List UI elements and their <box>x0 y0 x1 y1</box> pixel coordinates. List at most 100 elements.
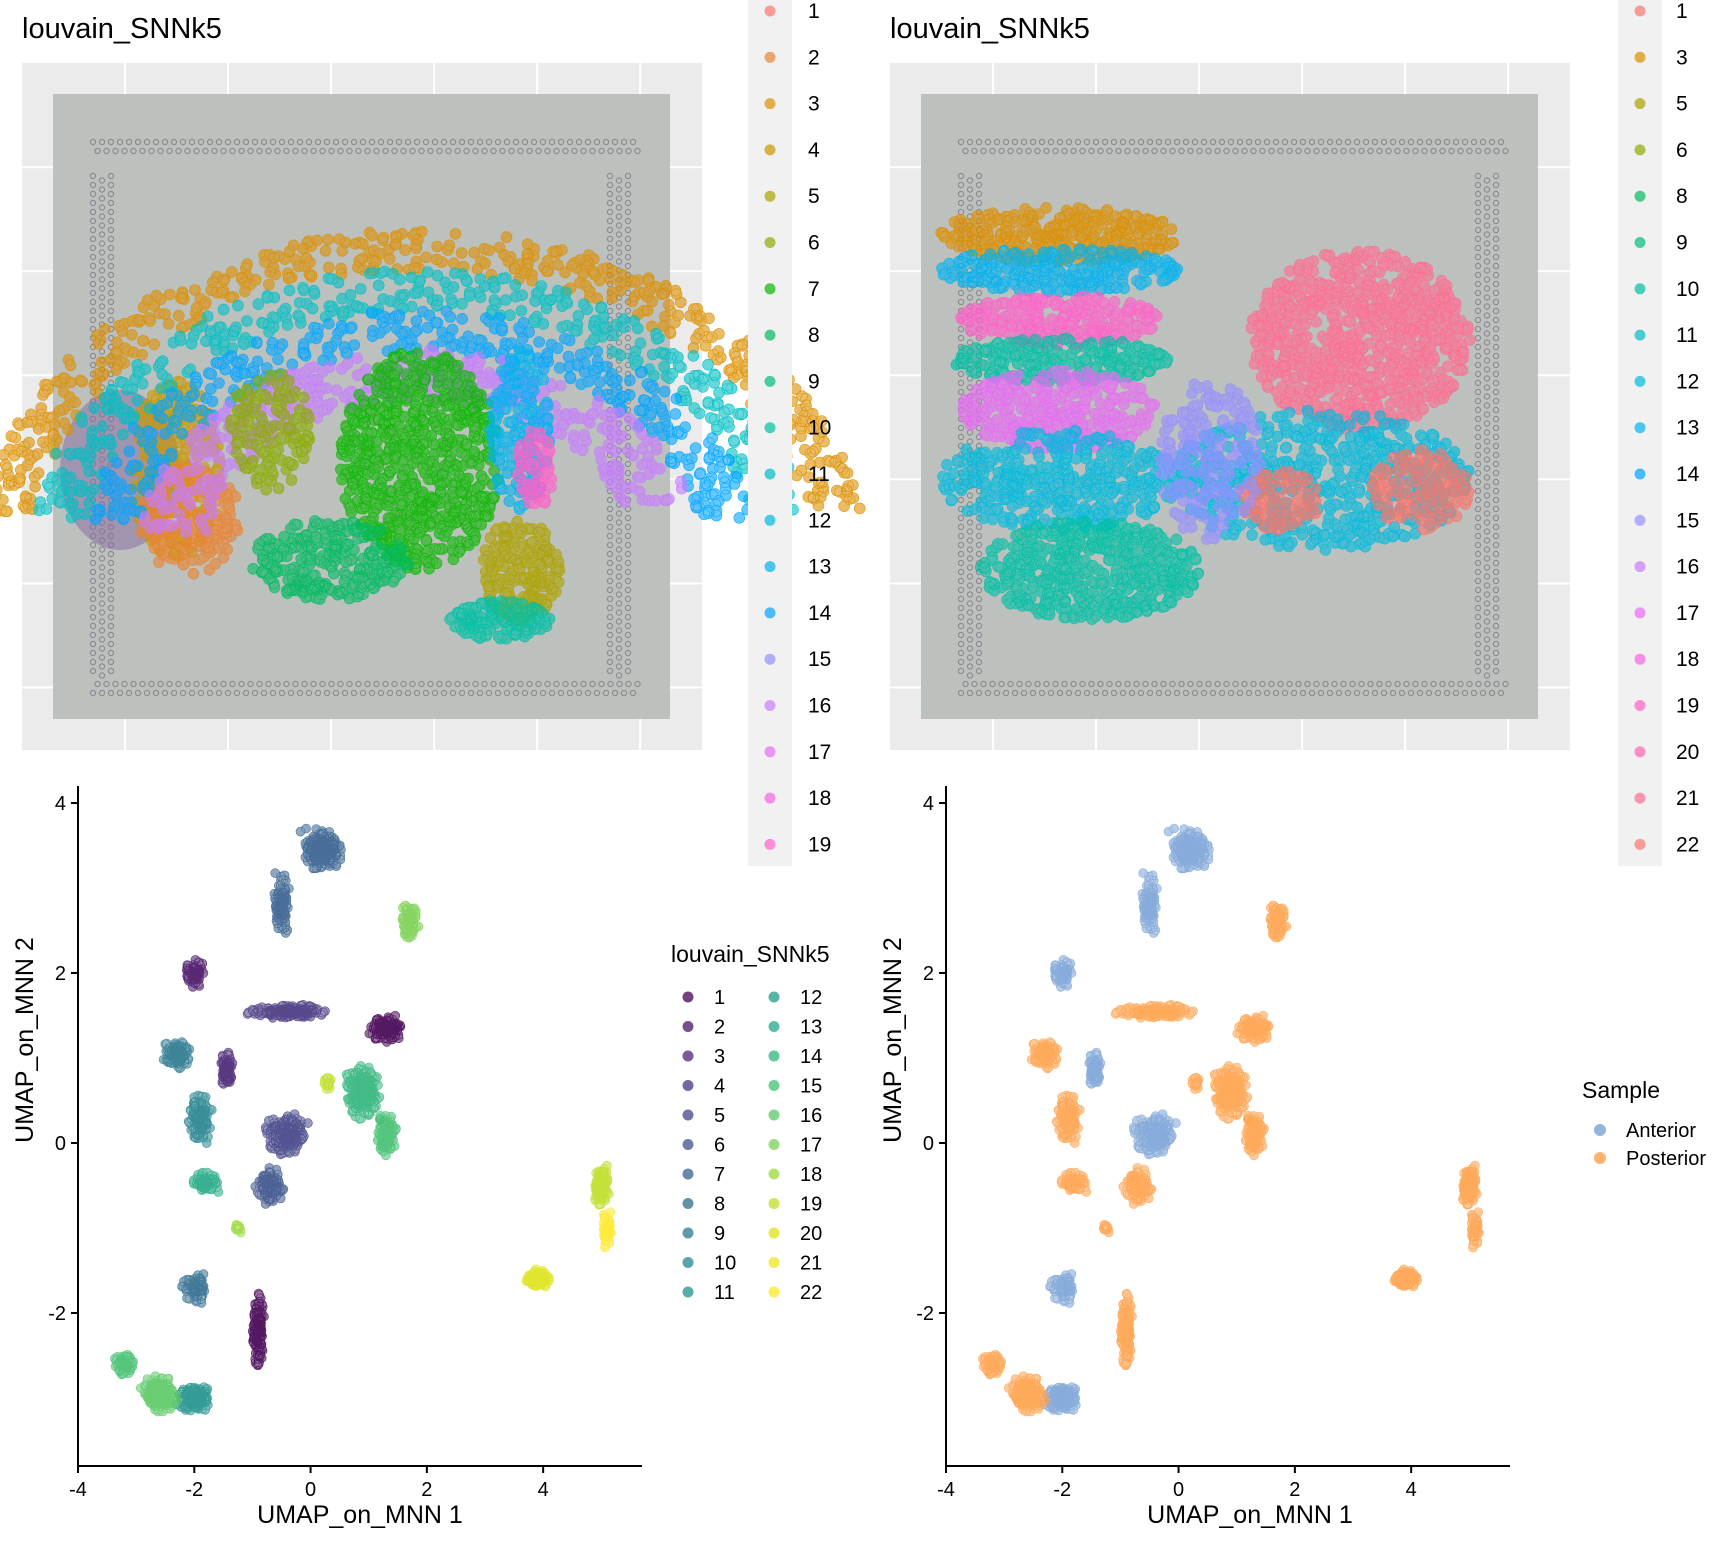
legend-key-3 <box>764 98 776 110</box>
spot-cloud <box>511 425 558 510</box>
spot-cloud <box>936 243 1184 298</box>
legend-key-8 <box>1634 190 1646 202</box>
umap-point-group <box>364 1010 406 1047</box>
umap-point-group <box>1056 1167 1092 1197</box>
spot-cloud <box>247 515 415 605</box>
y-tick-label: -2 <box>916 1303 934 1325</box>
umap-point-group <box>183 1090 217 1148</box>
legend-label: 2 <box>714 1017 725 1039</box>
umap-point-group <box>590 1160 614 1210</box>
legend-label: 8 <box>714 1194 725 1216</box>
umap-point-group <box>1039 1382 1081 1416</box>
y-tick-label: 2 <box>923 963 934 985</box>
legend-label: Anterior <box>1626 1120 1696 1142</box>
umap-point-group <box>1389 1264 1422 1292</box>
legend-label: 15 <box>800 1076 822 1098</box>
spatial-panel-posterior: louvain_SNNk5 <box>890 13 1570 750</box>
umap-point-group <box>1098 1220 1114 1238</box>
legend-key-5 <box>764 190 776 202</box>
x-tick-label: -4 <box>937 1479 955 1501</box>
legend-key-posterior <box>1594 1152 1606 1164</box>
legend-key-14 <box>1634 468 1646 480</box>
legend-label: 18 <box>1676 648 1699 671</box>
legend-label: Posterior <box>1626 1148 1706 1170</box>
spot-cloud <box>444 595 556 645</box>
legend-key-10 <box>1634 283 1646 295</box>
panel-title-top-left: louvain_SNNk5 <box>22 13 222 45</box>
legend-key-15 <box>1634 514 1646 526</box>
legend-key-21 <box>1634 792 1646 804</box>
legend-title: louvain_SNNk5 <box>671 941 830 967</box>
umap-point-group <box>1265 900 1292 943</box>
umap-point-group <box>1051 1090 1085 1148</box>
legend-key-9 <box>682 1227 694 1239</box>
umap-point-group <box>158 1037 195 1074</box>
legend-label: 1 <box>808 0 820 23</box>
legend-label: 3 <box>1676 46 1688 69</box>
legend-label: 9 <box>714 1223 725 1245</box>
legend-key-anterior <box>1594 1124 1606 1136</box>
legend-key-11 <box>764 468 776 480</box>
y-tick-label: 2 <box>55 963 66 985</box>
spatial-panel-anterior: louvain_SNNk5 <box>0 13 866 750</box>
axes: -4 -2 0 2 4 -2 0 2 4 <box>48 786 642 1501</box>
spot-cloud <box>975 515 1205 625</box>
umap-point-group <box>598 1207 616 1253</box>
legend-key-13 <box>1634 422 1646 434</box>
legend-key-18 <box>768 1168 780 1180</box>
legend-key-2 <box>682 1021 694 1032</box>
legend-label: 19 <box>1676 695 1699 718</box>
legend-label: 12 <box>1676 370 1699 393</box>
y-axis-label: UMAP_on_MNN 2 <box>11 937 39 1143</box>
x-tick-label: 2 <box>1289 1479 1300 1501</box>
umap-point-group <box>1240 1111 1269 1161</box>
y-tick-label: 0 <box>923 1133 934 1155</box>
y-tick-label: 4 <box>923 793 934 815</box>
legend-key-7 <box>764 283 776 295</box>
legend-key-22 <box>768 1286 780 1298</box>
umap-point-group <box>247 1288 269 1371</box>
legend-label: 20 <box>800 1223 822 1245</box>
umap-point-group <box>397 900 424 943</box>
y-axis-label: UMAP_on_MNN 2 <box>879 937 907 1143</box>
x-tick-label: 4 <box>538 1479 549 1501</box>
legend-label: 21 <box>1676 787 1699 810</box>
legend-label: 21 <box>800 1253 822 1275</box>
umap-point-group <box>136 1371 183 1417</box>
axes: -4 -2 0 2 4 -2 0 2 4 <box>916 786 1510 1501</box>
legend-label: 12 <box>800 987 822 1009</box>
legend-key-19 <box>764 838 776 850</box>
legend-label: 19 <box>800 1194 822 1216</box>
umap-point-group <box>230 1220 246 1238</box>
legend-label: 14 <box>808 602 832 625</box>
umap-panel-sample: -4 -2 0 2 4 -2 0 2 4 UMAP_on_MNN 1 UMAP_on_MNN 2… <box>879 786 1706 1529</box>
umap-point-group <box>1232 1010 1274 1047</box>
legend-label: 13 <box>808 556 831 579</box>
legend-label: 11 <box>808 463 830 486</box>
legend-label: 17 <box>808 741 831 764</box>
legend-key-19 <box>768 1198 780 1209</box>
spot-cloud <box>335 347 504 575</box>
umap-point-group <box>242 1000 330 1023</box>
umap-point-group <box>1026 1037 1063 1074</box>
umap-point-group <box>1118 1163 1157 1209</box>
umap-point-group <box>1115 1288 1137 1371</box>
legend-key-17 <box>764 746 776 758</box>
legend-label: 2 <box>808 46 820 69</box>
umap-point-group <box>295 823 346 874</box>
legend-label: 16 <box>800 1105 822 1127</box>
legend-key-11 <box>1634 329 1646 341</box>
legend-label: 7 <box>808 278 820 301</box>
legend-key-9 <box>1634 237 1646 248</box>
legend-label: 8 <box>808 324 820 347</box>
legend-title: Sample <box>1582 1077 1660 1103</box>
x-tick-label: -4 <box>69 1479 87 1501</box>
legend-key-13 <box>764 561 776 573</box>
y-tick-label: -2 <box>48 1303 66 1325</box>
umap-point-group <box>188 1167 224 1197</box>
legend-label: 15 <box>808 648 831 671</box>
legend-key-16 <box>1634 561 1646 573</box>
umap-point-group <box>1045 1269 1078 1308</box>
